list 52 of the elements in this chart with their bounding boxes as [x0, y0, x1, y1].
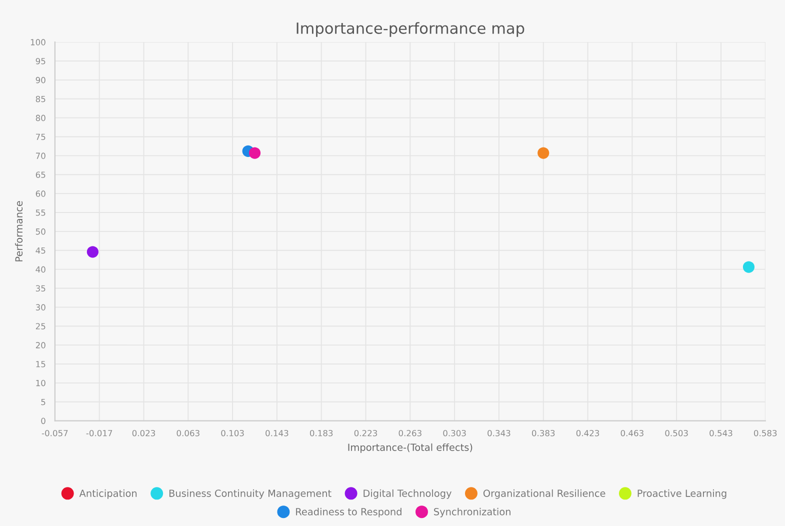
legend-label: Business Continuity Management	[169, 489, 332, 499]
x-tick-label: 0.343	[488, 430, 510, 436]
point	[538, 147, 550, 159]
y-tick-label: 90	[36, 76, 46, 84]
x-tick-label: 0.303	[443, 430, 466, 436]
legend-label: Digital Technology	[364, 489, 452, 499]
y-tick-label: 45	[36, 247, 46, 254]
y-tick-label: 60	[36, 190, 46, 197]
x-axis-title: Importance-(Total effects)	[348, 443, 472, 453]
legend-label: Proactive Learning	[638, 489, 726, 499]
x-tick-label: 0.223	[354, 430, 378, 436]
x-tick-label: 0.263	[398, 430, 422, 436]
x-tick-label: 0.063	[176, 430, 200, 436]
y-tick-label: 100	[30, 39, 46, 46]
x-tick-label: 0.103	[221, 430, 244, 436]
y-tick-label: 75	[36, 134, 46, 140]
chart-title: Importance-performance map	[296, 22, 524, 37]
point	[86, 246, 98, 258]
y-axis-title: Performance	[15, 201, 23, 262]
y-tick-label: 80	[36, 114, 46, 122]
x-tick-label: 0.543	[710, 430, 732, 436]
y-tick-label: 5	[41, 398, 46, 406]
y-tick-label: 65	[36, 172, 46, 178]
x-tick-label: 0.183	[310, 430, 333, 436]
y-tick-label: 85	[36, 96, 46, 102]
y-tick-label: 95	[36, 58, 46, 64]
point	[248, 147, 261, 159]
legend-label: Anticipation	[79, 489, 137, 499]
x-tick-label: 0.143	[266, 430, 288, 436]
point	[742, 261, 755, 273]
legend-label: Organizational Resilience	[483, 489, 606, 499]
y-tick-label: 15	[36, 361, 46, 368]
y-tick-label: 50	[36, 228, 46, 235]
legend-label: Readiness to Respond	[296, 508, 402, 518]
x-tick-label: 0.383	[532, 430, 555, 436]
x-tick-label: 0.423	[576, 430, 600, 436]
y-tick-label: 70	[36, 152, 46, 159]
legend-label: Synchronization	[434, 508, 510, 518]
y-tick-label: 30	[36, 304, 46, 310]
y-tick-label: 40	[36, 266, 46, 273]
x-tick-label: 0.463	[620, 430, 644, 436]
x-tick-label: 0.023	[132, 430, 156, 436]
y-tick-label: 35	[36, 285, 46, 292]
x-tick-label: 0.503	[665, 430, 688, 436]
x-tick-label: -0.017	[86, 430, 112, 436]
x-tick-label: -0.057	[42, 430, 68, 436]
y-tick-label: 55	[36, 210, 46, 216]
y-tick-label: 0	[41, 418, 46, 424]
x-tick-label: 0.583	[754, 430, 777, 436]
y-tick-label: 10	[36, 380, 46, 386]
y-tick-label: 20	[36, 342, 46, 348]
y-tick-label: 25	[36, 323, 46, 330]
